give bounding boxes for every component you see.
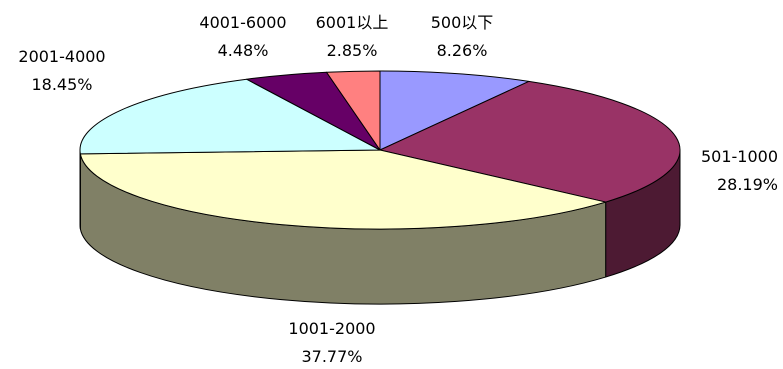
category-label: 2001-4000: [18, 47, 105, 66]
percent-label: 4.48%: [218, 41, 269, 60]
category-label: 4001-6000: [199, 13, 286, 32]
category-label: 501-1000: [701, 147, 778, 166]
data-label-1001-2000: 1001-2000 37.77%: [288, 319, 375, 366]
category-label: 500以下: [431, 13, 494, 32]
pie-slice-2001-4000: [79, 78, 381, 155]
data-label-4001-6000: 4001-6000 4.48%: [199, 13, 286, 60]
data-label-2001-4000: 2001-4000 18.45%: [18, 47, 105, 94]
percent-label: 18.45%: [31, 75, 92, 94]
percent-label: 8.26%: [437, 41, 488, 60]
percent-label: 37.77%: [301, 347, 362, 366]
data-label-6001: 6001以上 2.85%: [316, 13, 389, 60]
category-label: 1001-2000: [288, 319, 375, 338]
percent-label: 28.19%: [717, 175, 778, 194]
data-label-501-1000: 501-1000 28.19%: [701, 147, 778, 194]
pie-slice-1001-2000: [79, 149, 607, 230]
data-label-500: 500以下 8.26%: [431, 13, 494, 60]
pie-labels: 500以下 8.26% 501-1000 28.19% 1001-2000 37.77% 2…: [18, 13, 778, 366]
pie-slice-6001: [326, 70, 381, 151]
pie-top: [79, 70, 681, 230]
pie-slice-500: [379, 70, 530, 151]
category-label: 6001以上: [316, 13, 389, 32]
pie-slice-501-1000: [379, 80, 681, 203]
percent-label: 2.85%: [327, 41, 378, 60]
